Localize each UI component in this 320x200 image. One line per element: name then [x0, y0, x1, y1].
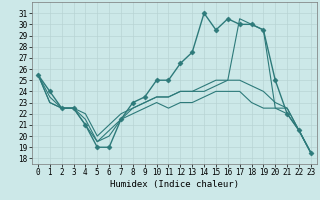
- X-axis label: Humidex (Indice chaleur): Humidex (Indice chaleur): [110, 180, 239, 189]
